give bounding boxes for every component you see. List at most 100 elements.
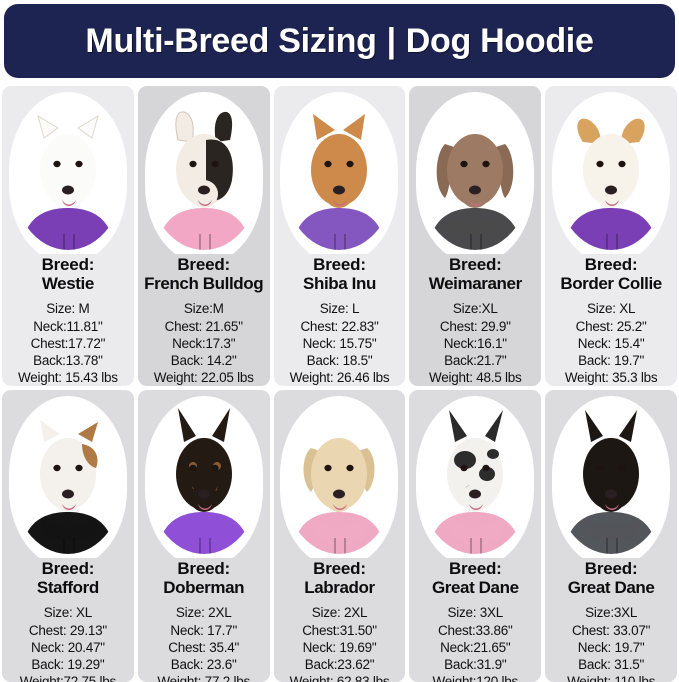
breed-prefix-label: Breed: bbox=[41, 255, 95, 274]
breed-prefix-label: Breed: bbox=[177, 559, 231, 578]
title-divider: | bbox=[386, 21, 397, 60]
header-banner: Multi-Breed Sizing | Dog Hoodie bbox=[4, 4, 675, 78]
breed-name: Great Dane bbox=[431, 578, 519, 598]
breed-card-great-dane[interactable]: Breed: Great Dane Size:3XL Chest: 33.07" Nec… bbox=[545, 390, 677, 682]
spec-size: Size: 3XL bbox=[447, 605, 504, 621]
spec-chest: Chest:33.86" bbox=[437, 622, 513, 638]
spec-back: Back:23.62" bbox=[304, 657, 375, 673]
photo-container bbox=[274, 390, 406, 558]
spec-neck: Neck:11.81" bbox=[33, 318, 103, 334]
breed-info: Breed: Doberman Size: 2XL Neck: 17.7" Chest:… bbox=[138, 558, 270, 682]
spec-back: Back:13.78" bbox=[33, 353, 103, 369]
dog-stafford-photo bbox=[8, 398, 128, 558]
spec-chest: Chest: 21.65" bbox=[164, 318, 243, 334]
dog-weimaraner-photo bbox=[415, 94, 535, 254]
spec-chest: Chest: 25.2" bbox=[575, 318, 647, 334]
spec-neck: Neck: 15.75" bbox=[302, 335, 377, 351]
breed-card-doberman[interactable]: Breed: Doberman Size: 2XL Neck: 17.7" Chest:… bbox=[137, 390, 270, 682]
photo-container bbox=[138, 86, 270, 254]
breed-prefix-label: Breed: bbox=[584, 559, 638, 578]
spec-weight: Weight: 35.3 lbs bbox=[564, 370, 658, 386]
breed-card-border-collie[interactable]: Breed: Border Collie Size: XL Chest: 25.2" N… bbox=[545, 86, 677, 386]
photo-container bbox=[545, 390, 677, 558]
breed-name: French Bulldog bbox=[144, 274, 264, 294]
breed-name: Border Collie bbox=[560, 274, 662, 294]
breed-prefix-label: Breed: bbox=[313, 559, 366, 578]
spec-size: Size: 2XL bbox=[175, 605, 232, 621]
spec-size: Size: XL bbox=[586, 301, 636, 317]
photo-container bbox=[545, 86, 677, 254]
spec-back: Back: 14.2" bbox=[170, 353, 237, 369]
dog-border-collie-photo bbox=[551, 94, 671, 254]
breed-name: Westie bbox=[41, 274, 94, 294]
photo-container bbox=[138, 390, 270, 558]
spec-back: Back: 19.7" bbox=[578, 353, 645, 369]
spec-size: Size: M bbox=[46, 301, 90, 317]
spec-neck: Neck: 17.7" bbox=[170, 622, 237, 638]
breed-info: Breed: Shiba Inu Size: L Chest: 22.83" Neck:… bbox=[274, 254, 406, 386]
spec-chest: Chest: 29.9" bbox=[439, 318, 511, 334]
photo-container bbox=[409, 86, 541, 254]
spec-size: Size: 2XL bbox=[311, 605, 368, 621]
dog-french-bulldog-photo bbox=[144, 94, 264, 254]
breed-prefix-label: Breed: bbox=[177, 255, 231, 274]
spec-neck: Neck:17.3" bbox=[172, 335, 236, 351]
spec-chest: Chest: 35.4" bbox=[168, 639, 240, 655]
spec-back: Back: 31.5" bbox=[578, 657, 645, 673]
spec-neck: Neck: 20.47" bbox=[30, 639, 105, 655]
spec-neck: Neck:21.65" bbox=[440, 639, 511, 655]
breed-card-shiba-inu[interactable]: Breed: Shiba Inu Size: L Chest: 22.83" Neck:… bbox=[273, 86, 406, 386]
dog-doberman-photo bbox=[144, 398, 264, 558]
spec-back: Back: 18.5" bbox=[306, 353, 373, 369]
breed-prefix-label: Breed: bbox=[41, 559, 95, 578]
breed-info: Breed: Weimaraner Size:XL Chest: 29.9" Neck:… bbox=[409, 254, 541, 386]
spec-neck: Neck: 15.4" bbox=[577, 335, 645, 351]
dog-great-dane-black-photo bbox=[551, 398, 671, 558]
spec-weight: Weight: 26.46 lbs bbox=[289, 370, 390, 386]
breed-info: Breed: Border Collie Size: XL Chest: 25.2" N… bbox=[545, 254, 677, 386]
spec-weight: Weight: 15.43 lbs bbox=[17, 370, 118, 386]
dog-westie-photo bbox=[8, 94, 128, 254]
spec-weight: Weight: 48.5 lbs bbox=[429, 370, 522, 386]
breed-name: Labrador bbox=[304, 578, 375, 598]
spec-chest: Chest: 29.13" bbox=[28, 622, 107, 638]
breed-card-labrador[interactable]: Breed: Labrador Size: 2XL Chest:31.50" Neck:… bbox=[273, 390, 406, 682]
page-title: Multi-Breed Sizing | Dog Hoodie bbox=[85, 22, 593, 61]
photo-container bbox=[2, 86, 134, 254]
breed-card-grid: Breed: Westie Size: M Neck:11.81" Chest:17.7… bbox=[0, 86, 679, 682]
page-title-right: Dog Hoodie bbox=[405, 21, 594, 60]
breed-name: Stafford bbox=[36, 578, 99, 598]
spec-back: Back: 19.29" bbox=[31, 657, 105, 673]
spec-size: Size: XL bbox=[43, 605, 93, 621]
page-title-left: Multi-Breed Sizing bbox=[85, 21, 377, 60]
photo-container bbox=[409, 390, 541, 558]
breed-info: Breed: French Bulldog Size:M Chest: 21.65" N… bbox=[138, 254, 270, 386]
spec-neck: Neck: 19.69" bbox=[302, 639, 377, 655]
photo-container bbox=[274, 86, 406, 254]
breed-card-stafford[interactable]: Breed: Stafford Size: XL Chest: 29.13" Neck:… bbox=[2, 390, 134, 682]
photo-container bbox=[2, 390, 134, 558]
spec-back: Back:21.7" bbox=[444, 353, 507, 369]
breed-card-westie[interactable]: Breed: Westie Size: M Neck:11.81" Chest:17.7… bbox=[2, 86, 134, 386]
breed-card-french-bulldog[interactable]: Breed: French Bulldog Size:M Chest: 21.65" N… bbox=[137, 86, 270, 386]
breed-info: Breed: Labrador Size: 2XL Chest:31.50" Neck:… bbox=[274, 558, 406, 682]
breed-prefix-label: Breed: bbox=[313, 255, 366, 274]
breed-prefix-label: Breed: bbox=[448, 559, 502, 578]
dog-great-dane-harlequin-photo bbox=[415, 398, 535, 558]
breed-name: Weimaraner bbox=[428, 274, 522, 294]
spec-neck: Neck: 19.7" bbox=[577, 639, 645, 655]
breed-name: Doberman bbox=[163, 578, 245, 598]
spec-chest: Chest:31.50" bbox=[302, 622, 377, 638]
breed-info: Breed: Great Dane Size:3XL Chest: 33.07" Nec… bbox=[545, 558, 677, 682]
spec-back: Back: 23.6" bbox=[170, 657, 237, 673]
breed-name: Great Dane bbox=[567, 578, 655, 598]
breed-name: Shiba Inu bbox=[303, 274, 376, 294]
spec-neck: Neck:16.1" bbox=[443, 335, 507, 351]
breed-card-great-dane[interactable]: Breed: Great Dane Size: 3XL Chest:33.86" Nec… bbox=[409, 390, 542, 682]
spec-size: Size:M bbox=[183, 301, 224, 317]
spec-size: Size:3XL bbox=[585, 605, 638, 621]
breed-card-weimaraner[interactable]: Breed: Weimaraner Size:XL Chest: 29.9" Neck:… bbox=[409, 86, 542, 386]
spec-size: Size: L bbox=[319, 301, 360, 317]
breed-prefix-label: Breed: bbox=[448, 255, 502, 274]
